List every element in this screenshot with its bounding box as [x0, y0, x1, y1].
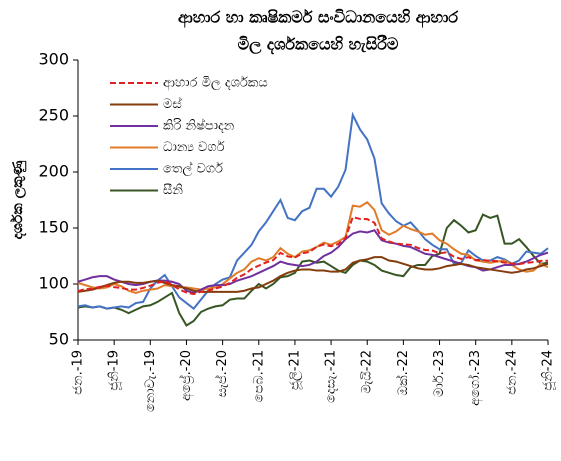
series-line [77, 111, 549, 311]
x-tick-label: ජූනි-24 [541, 350, 556, 391]
legend-label: කිරි නිෂ්පාදන [163, 117, 235, 133]
series-line [77, 215, 549, 296]
x-tick-label: අගෝ.-23 [467, 350, 483, 406]
legend-label: ධාන්‍ය වර්ග [163, 139, 225, 155]
legend-label: තෙල් වර්ග [163, 160, 223, 176]
chart-title: ආහාර හා කෘෂිකර්ම සංවිධානයෙහි ආහාර [178, 8, 458, 29]
legend-label: සීනි [163, 183, 183, 198]
x-tick-label: අප්‍රේ.-20 [178, 350, 194, 401]
y-tick-label: 250 [38, 106, 69, 125]
x-tick-label: ජන.-24 [504, 350, 519, 395]
series-line [77, 200, 549, 295]
x-tick-label: දෙසැ.-21 [324, 350, 339, 403]
y-axis-label: දර්ශක ලකුණු [9, 160, 27, 239]
x-tick-label: මාර්.-23 [431, 350, 447, 397]
y-tick-label: 100 [38, 274, 69, 293]
x-tick-label: සැප්.-20 [214, 350, 230, 397]
x-tick-label: ඔක්.-22 [395, 350, 411, 396]
y-tick-label: 50 [49, 330, 69, 349]
x-tick-label: පෙබ.-21 [251, 350, 266, 402]
x-tick-label: මැයි-22 [360, 350, 375, 394]
y-tick-label: 200 [38, 162, 69, 181]
legend-label: ආහාර මිල දර්ශකය [163, 75, 268, 91]
y-tick-label: 300 [38, 50, 69, 69]
y-tick-label: 150 [38, 218, 69, 237]
x-tick-label: ජූනි-19 [107, 350, 122, 391]
x-tick-label: නොවැ.-19 [143, 350, 158, 412]
series-line [77, 213, 549, 327]
legend-label: මස් [163, 96, 182, 112]
x-tick-label: ජන.-19 [71, 350, 86, 395]
chart-title: මිල දර්ශකයෙහි හැසිරීම [238, 35, 399, 56]
x-tick-label: ජූලි-21 [287, 350, 302, 390]
series-line [77, 256, 549, 293]
